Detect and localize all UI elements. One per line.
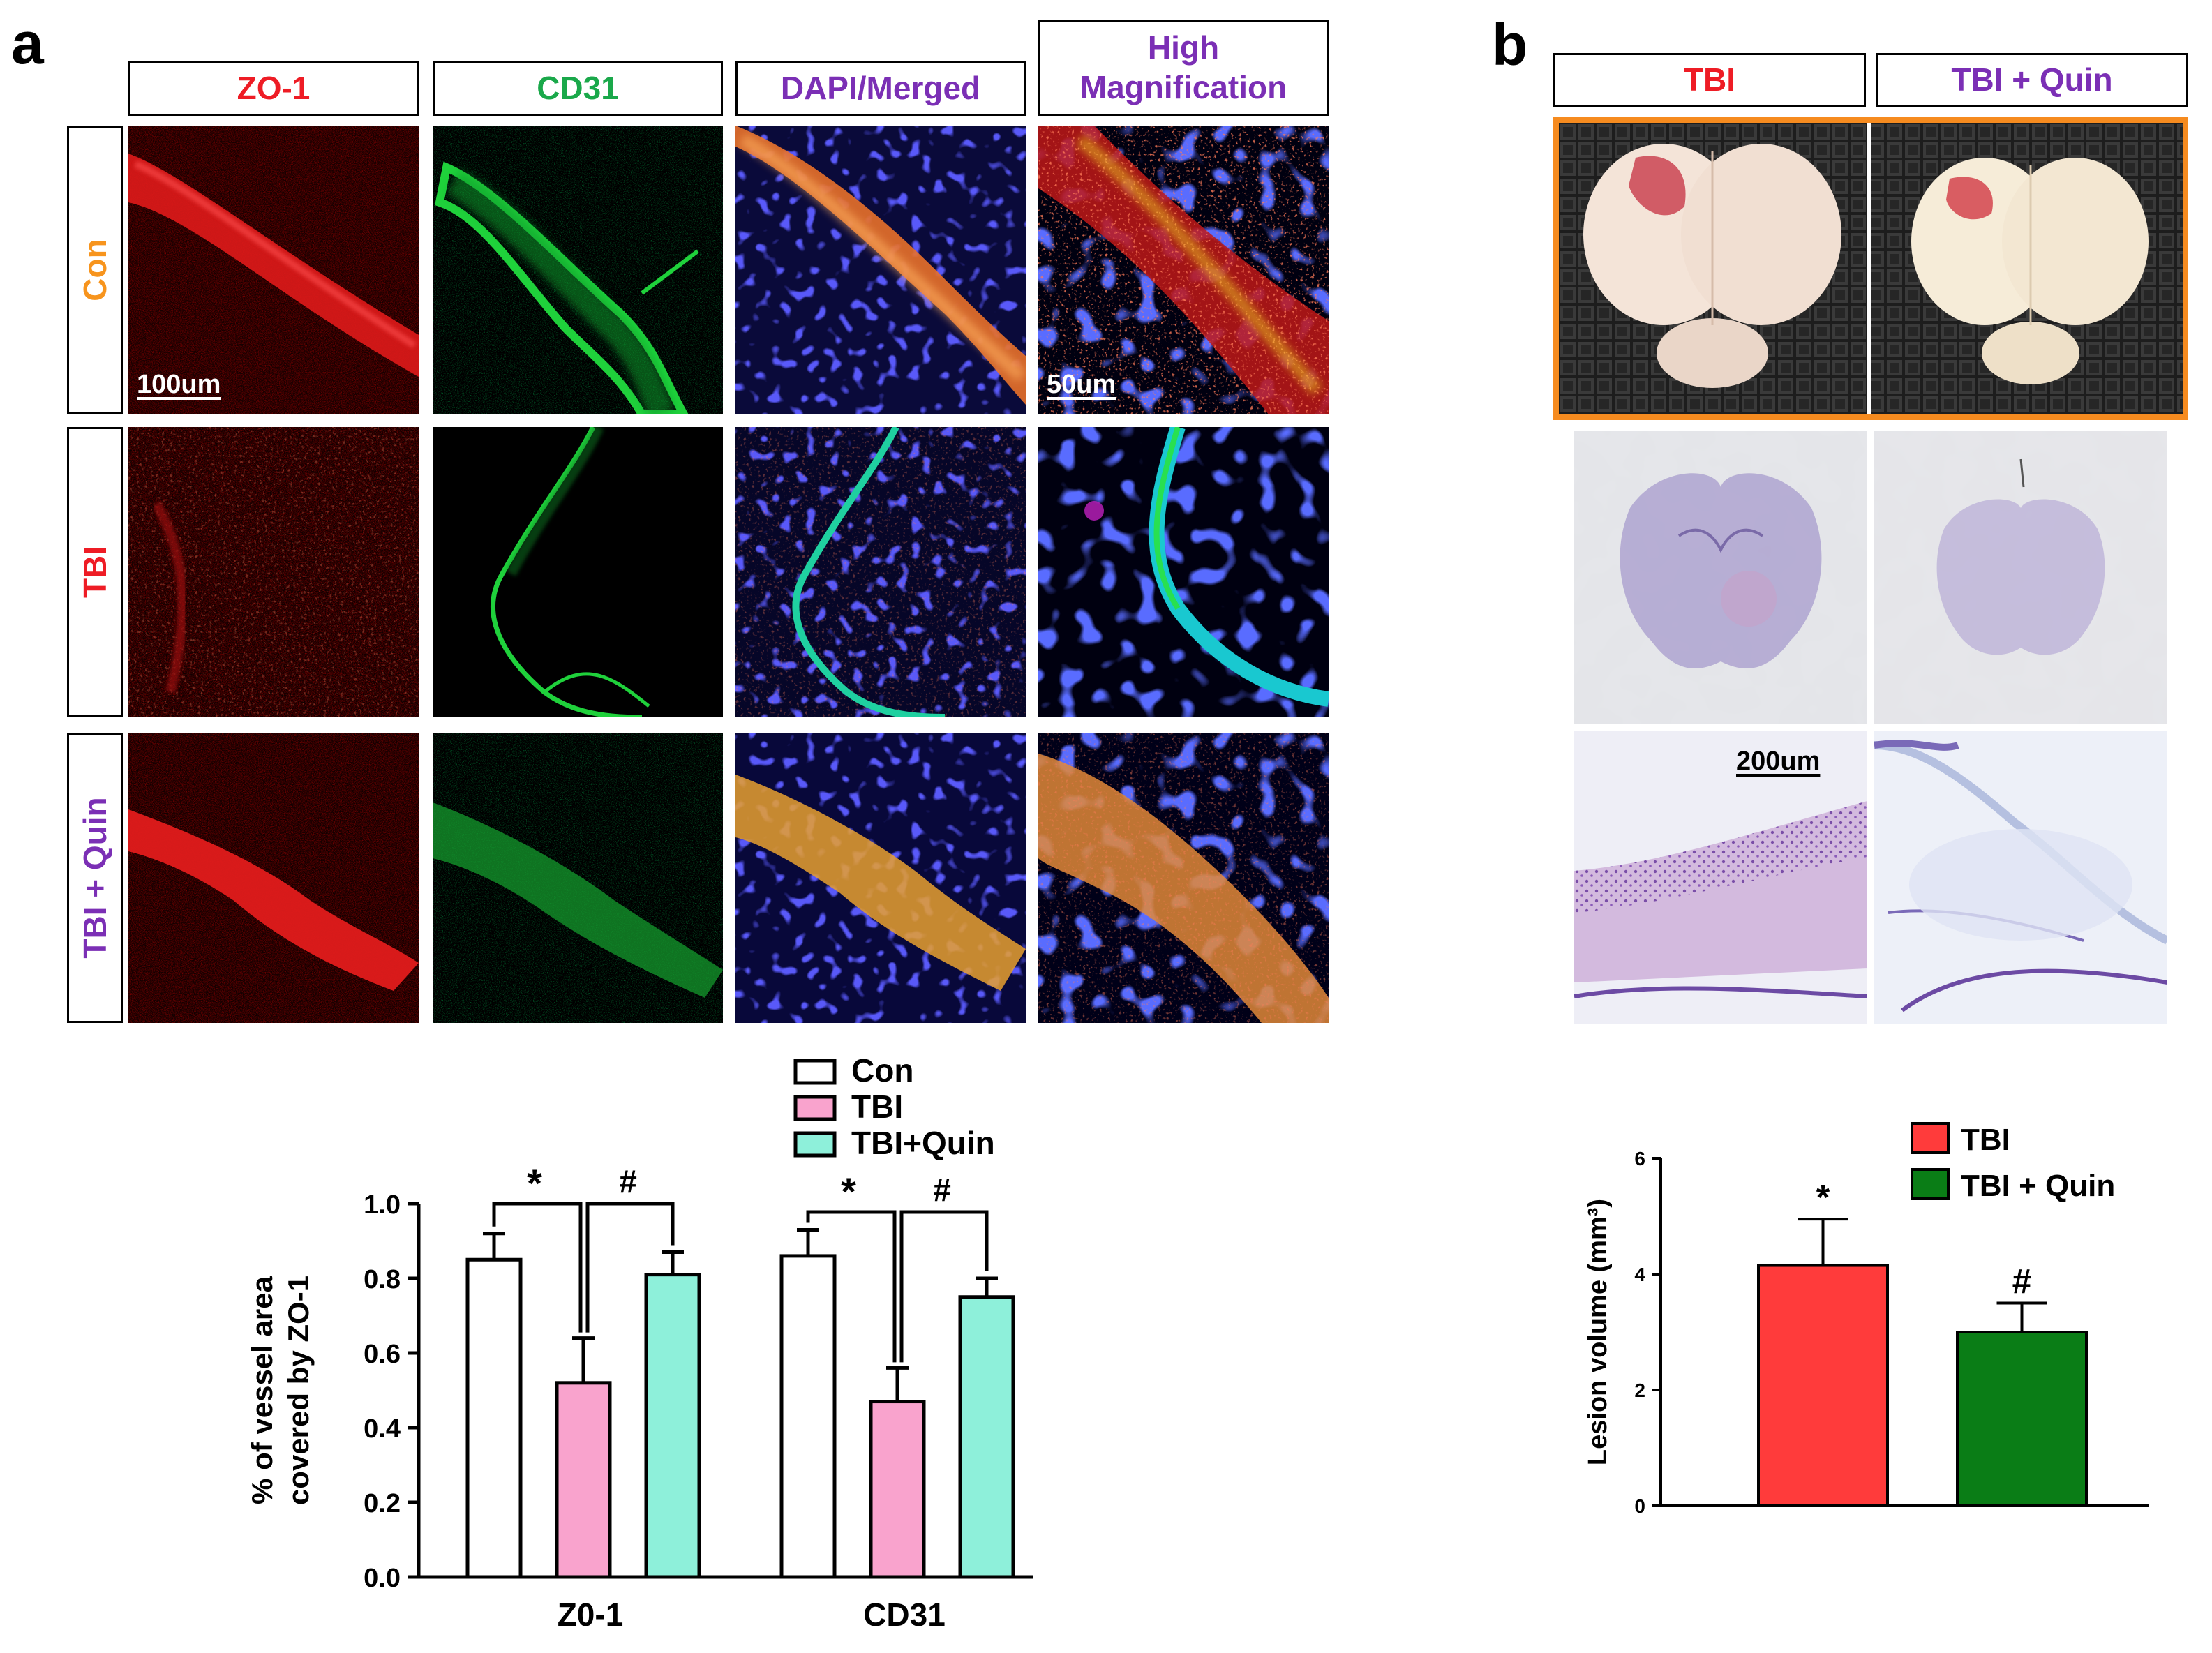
bar-con-z0-1 (465, 1257, 523, 1579)
brain-tbi-quin-photo (1911, 158, 2149, 384)
y-axis-label: % of vessel area covered by ZO-1 (246, 1276, 315, 1505)
legend-label-tbi-quin: TBI+Quin (851, 1125, 995, 1161)
legend-label-tbi: TBI (1961, 1123, 2010, 1157)
image-tbi-quin-merged (735, 733, 1026, 1023)
sig-bracket-hash (585, 1202, 675, 1333)
y-tick-label: 4 (1634, 1264, 1645, 1285)
y-tick-label: 0.0 (364, 1564, 401, 1593)
image-tbi-high-mag (1038, 427, 1329, 717)
brain-section-tbi-quin (1874, 431, 2167, 724)
chart-lesion-volume: 0 2 4 6 Lesion volume (mm³) * # TBI TBI + Quin (1583, 1122, 2149, 1517)
bar-lesion-tbi-quin (1956, 1331, 2088, 1507)
y-tick-label: 0.6 (364, 1340, 401, 1369)
sig-marker-star: * (527, 1161, 542, 1205)
image-tbi-cd31 (433, 427, 723, 717)
sig-marker: # (2012, 1262, 2032, 1301)
sig-bracket-hash (899, 1210, 989, 1363)
scale-bar-50um: 50um (1047, 370, 1116, 399)
legend-swatch-tbi-quin (1911, 1168, 1950, 1200)
row-label-con-text: Con (77, 239, 113, 301)
col-header-b-tbi-text: TBI (1683, 61, 1736, 98)
y-tick-label: 0 (1634, 1495, 1645, 1517)
legend-swatch-tbi-quin (793, 1131, 837, 1158)
col-header-merged-text: DAPI/Merged (780, 70, 981, 107)
row-label-con: Con (67, 126, 123, 414)
image-con-cd31 (433, 126, 723, 414)
col-header-high-mag-text: High Magnification (1079, 29, 1287, 106)
legend-swatch-tbi (793, 1095, 837, 1121)
row-label-tbi-quin: TBI + Quin (67, 733, 123, 1023)
brain-tbi-photo (1583, 144, 1841, 388)
sig-marker-hash: # (619, 1163, 637, 1199)
col-header-zo1-text: ZO-1 (237, 70, 311, 107)
sig-bracket-star (806, 1210, 897, 1363)
chart-zo1-coverage: 0.0 0.2 0.4 0.6 0.8 1.0 % of vessel area covere… (246, 1052, 1033, 1633)
y-tick-label: 1.0 (364, 1190, 401, 1220)
bar-lesion-tbi (1757, 1264, 1889, 1508)
y-tick-label: 0.2 (364, 1489, 401, 1518)
bar-tbi-quin-cd31 (958, 1295, 1015, 1579)
image-tbi-quin-high-mag (1038, 733, 1329, 1023)
row-label-tbi: TBI (67, 427, 123, 717)
image-con-high-mag (1038, 126, 1329, 414)
bar-tbi-z0-1 (555, 1381, 612, 1579)
bar-tbi-quin-z0-1 (644, 1273, 701, 1579)
row-label-tbi-quin-text: TBI + Quin (77, 797, 113, 959)
col-header-zo1: ZO-1 (128, 61, 419, 116)
brain-section-tbi (1574, 431, 1867, 724)
x-tick-label-z0-1: Z0-1 (558, 1596, 624, 1633)
scale-bar-200um: 200um (1736, 747, 1821, 776)
image-con-zo1 (128, 126, 419, 414)
y-tick-label: 0.8 (364, 1265, 401, 1294)
histology-tbi-quin (1874, 731, 2167, 1024)
brain-photo-frame (1553, 117, 2188, 420)
panel-b-letter: b (1492, 12, 1528, 77)
legend-swatch-con (793, 1059, 837, 1085)
col-header-merged: DAPI/Merged (735, 61, 1026, 116)
y-axis-label: Lesion volume (mm³) (1583, 1199, 1613, 1465)
col-header-b-tbi: TBI (1553, 53, 1866, 107)
legend-label-tbi: TBI (851, 1089, 903, 1125)
image-tbi-merged (735, 427, 1026, 717)
x-tick-label-cd31: CD31 (863, 1596, 946, 1633)
image-tbi-zo1 (128, 427, 419, 717)
image-con-merged (735, 126, 1026, 414)
sig-marker-star: * (841, 1169, 856, 1213)
bar-tbi-cd31 (869, 1400, 926, 1579)
histology-tbi (1574, 731, 1867, 1024)
legend-swatch-tbi (1911, 1122, 1950, 1154)
y-tick-label: 6 (1634, 1148, 1645, 1169)
y-tick-label: 2 (1634, 1379, 1645, 1401)
panel-a-letter: a (11, 10, 44, 76)
bar-con-cd31 (779, 1254, 837, 1579)
sig-marker: * (1816, 1178, 1830, 1217)
scale-bar-100um: 100um (137, 370, 221, 399)
legend-label-con: Con (851, 1052, 913, 1089)
sig-bracket-star (492, 1202, 583, 1333)
col-header-b-tbi-quin: TBI + Quin (1876, 53, 2188, 107)
row-label-tbi-text: TBI (77, 546, 113, 599)
col-header-cd31-text: CD31 (537, 70, 619, 107)
col-header-cd31: CD31 (433, 61, 723, 116)
sig-marker-hash: # (933, 1172, 951, 1208)
col-header-high-mag: High Magnification (1038, 20, 1329, 116)
y-tick-label: 0.4 (364, 1414, 401, 1444)
image-tbi-quin-cd31 (433, 733, 723, 1023)
legend-label-tbi-quin: TBI + Quin (1961, 1169, 2115, 1203)
col-header-b-tbi-quin-text: TBI + Quin (1951, 61, 2113, 98)
image-tbi-quin-zo1 (128, 733, 419, 1023)
